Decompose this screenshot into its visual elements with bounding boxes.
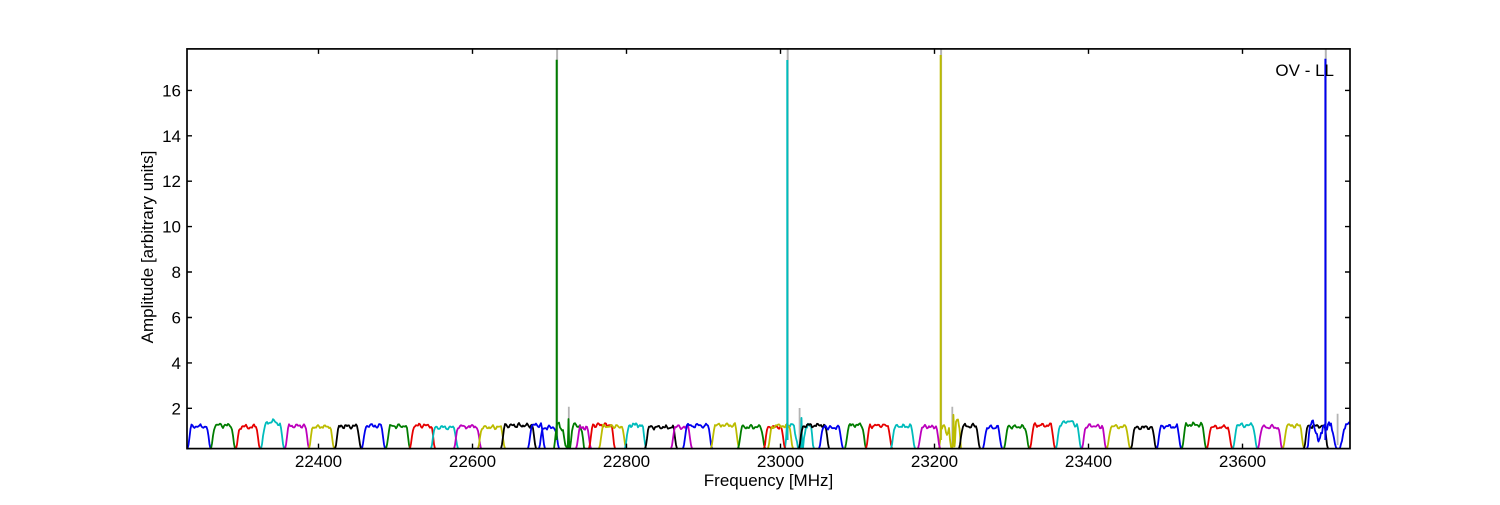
svg-text:23000: 23000 (757, 452, 804, 471)
svg-text:OV - LL: OV - LL (1275, 61, 1334, 80)
svg-text:2: 2 (172, 399, 181, 418)
svg-text:23600: 23600 (1219, 452, 1266, 471)
svg-text:23400: 23400 (1065, 452, 1112, 471)
svg-text:14: 14 (162, 127, 181, 146)
svg-text:Amplitude [arbitrary units]: Amplitude [arbitrary units] (138, 151, 157, 344)
svg-text:4: 4 (172, 354, 181, 373)
svg-text:8: 8 (172, 263, 181, 282)
svg-text:Frequency [MHz]: Frequency [MHz] (704, 471, 833, 490)
svg-text:22800: 22800 (603, 452, 650, 471)
svg-text:12: 12 (162, 172, 181, 191)
svg-text:16: 16 (162, 81, 181, 100)
svg-text:23200: 23200 (911, 452, 958, 471)
svg-text:22600: 22600 (449, 452, 496, 471)
svg-text:22400: 22400 (295, 452, 342, 471)
svg-text:6: 6 (172, 309, 181, 328)
svg-text:10: 10 (162, 218, 181, 237)
